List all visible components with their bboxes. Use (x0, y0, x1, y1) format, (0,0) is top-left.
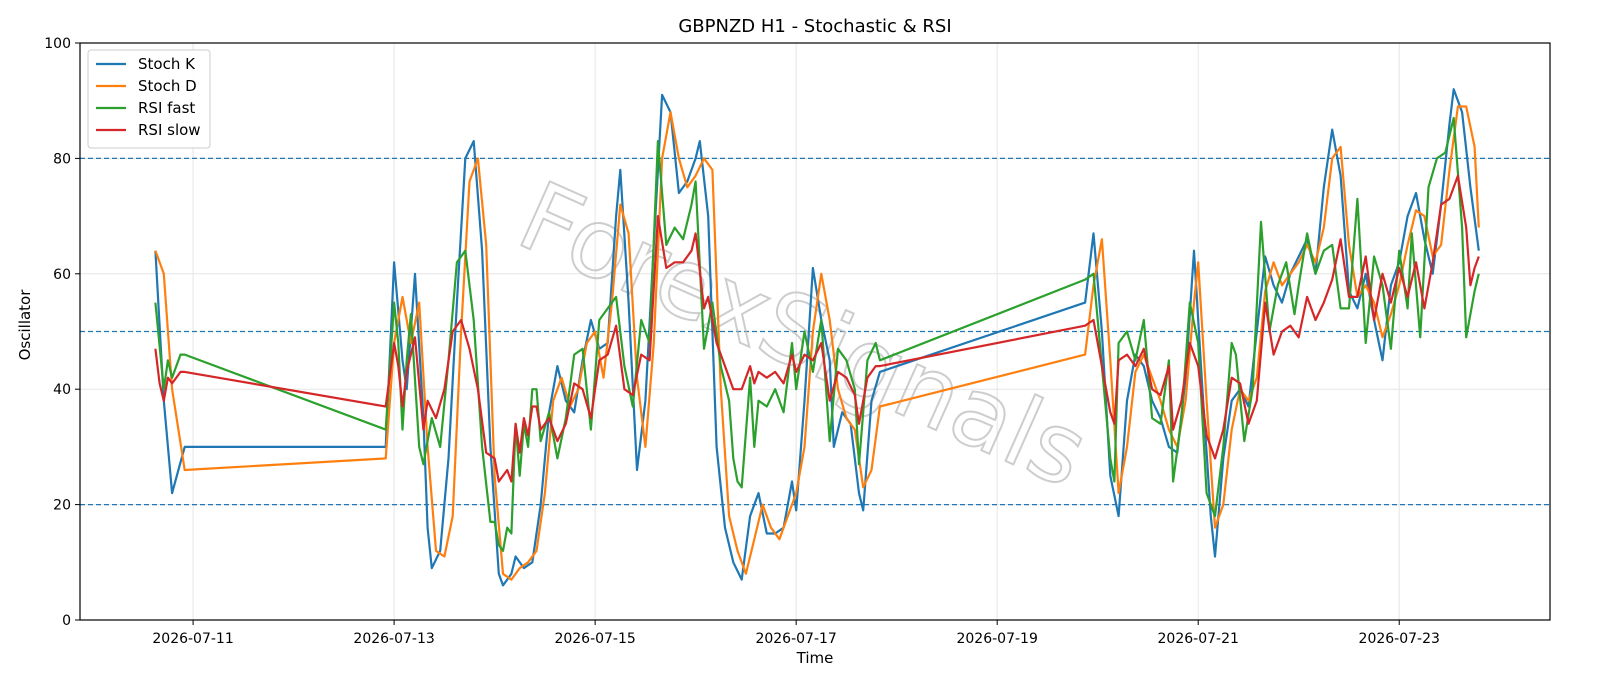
x-tick-label: 2026-07-17 (755, 631, 836, 647)
y-tick-label: 0 (62, 613, 71, 629)
y-tick-label: 60 (53, 267, 71, 283)
legend-label: Stoch D (138, 77, 197, 95)
y-tick-label: 100 (44, 36, 71, 52)
x-tick-label: 2026-07-13 (353, 631, 434, 647)
x-tick-label: 2026-07-23 (1359, 631, 1440, 647)
y-axis-title: Oscillator (16, 289, 34, 361)
legend-label: RSI fast (138, 99, 195, 117)
legend-label: Stoch K (138, 55, 196, 73)
x-tick-label: 2026-07-11 (152, 631, 233, 647)
chart-title: GBPNZD H1 - Stochastic & RSI (678, 16, 951, 37)
y-tick-label: 20 (53, 498, 71, 514)
y-tick-label: 80 (53, 151, 71, 167)
y-tick-label: 40 (53, 382, 71, 398)
legend-label: RSI slow (138, 121, 201, 139)
legend: Stoch K Stoch D RSI fast RSI slow (88, 50, 210, 148)
x-tick-label: 2026-07-15 (554, 631, 635, 647)
x-tick-label: 2026-07-19 (956, 631, 1037, 647)
x-axis-title: Time (796, 649, 834, 667)
x-tick-label: 2026-07-21 (1158, 631, 1239, 647)
